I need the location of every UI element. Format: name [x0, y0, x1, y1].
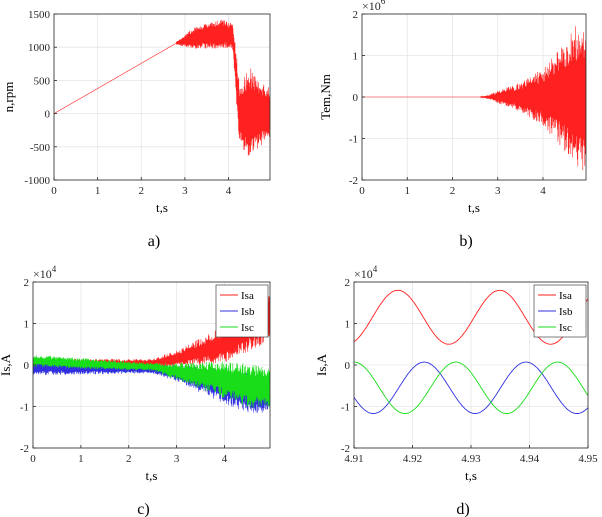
series-isb: [354, 361, 588, 415]
x-tick-label: 4: [540, 185, 546, 197]
panel-c-exponent-base: ×10: [33, 267, 52, 281]
series-isa: [354, 289, 588, 345]
panel-c-x-label: t,s: [146, 468, 158, 483]
x-tick-label: 3: [495, 185, 501, 197]
y-tick-label: 0: [45, 109, 51, 121]
panel-a-x-label: t,s: [156, 200, 168, 215]
panel-d-caption: d): [456, 501, 469, 517]
panel-b-x-ticks: 0 1 2 3 4: [359, 177, 546, 197]
x-tick-label: 2: [139, 185, 145, 197]
panel-c-plot: [33, 293, 270, 413]
y-tick-label: 0: [24, 360, 30, 372]
panel-c-exponent: ×104: [33, 264, 57, 281]
x-tick-label: 0: [30, 453, 36, 465]
y-tick-label: -2: [20, 443, 29, 455]
panel-c-exponent-power: 4: [52, 264, 57, 274]
y-tick-label: -1: [341, 402, 350, 414]
y-tick-label: -1: [349, 134, 358, 146]
panel-c-x-ticks: 0 1 2 3 4: [30, 445, 228, 465]
y-tick-label: -1000: [24, 175, 50, 187]
panel-d-y-ticks: 2 1 0 -1 -2: [341, 277, 357, 455]
panel-c-y-ticks: 2 1 0 -1 -2: [20, 277, 36, 455]
panel-b: 0 1 2 3 4 2 1 0 -1 -2 ×106 t,s Tem,Nm b): [318, 0, 587, 250]
y-tick-label: 1: [345, 319, 351, 331]
y-tick-label: -2: [341, 443, 350, 455]
panel-c-legend: Isa Isb Isc: [215, 284, 269, 338]
x-tick-label: 4: [226, 185, 232, 197]
y-tick-label: 1500: [28, 9, 51, 21]
x-tick-label: 1: [405, 185, 411, 197]
panel-a: 0 1 2 3 4 1500 1000 500 0 -500 -1000 t,s n,rpm a): [1, 9, 271, 250]
series-n: [54, 19, 270, 156]
panel-b-exponent-base: ×10: [362, 0, 381, 13]
panel-d-x-ticks: 4.91 4.92 4.93 4.94 4.95: [344, 445, 598, 465]
panel-a-y-ticks: 1500 1000 500 0 -500 -1000: [24, 9, 57, 187]
y-tick-label: 0: [345, 360, 351, 372]
y-tick-label: 2: [345, 277, 351, 289]
legend-label: Isb: [559, 306, 573, 318]
x-tick-label: 0: [359, 185, 365, 197]
panel-b-plot: [362, 26, 586, 171]
x-tick-label: 4.93: [461, 453, 481, 465]
x-tick-label: 4.91: [344, 453, 363, 465]
panel-d-exponent: ×104: [354, 264, 378, 281]
panel-b-y-ticks: 2 1 0 -1 -2: [349, 9, 365, 187]
panel-d-x-label: t,s: [465, 468, 477, 483]
panel-d-exponent-power: 4: [373, 264, 378, 274]
panel-d: 4.91 4.92 4.93 4.94 4.95 2 1 0 -1 -2 ×104 Isa Isb…: [314, 264, 598, 517]
legend-label: Isa: [241, 290, 254, 302]
y-tick-label: 1: [353, 51, 359, 63]
panel-d-y-label: Is,A: [314, 353, 329, 376]
panel-a-x-ticks: 0 1 2 3 4: [51, 177, 232, 197]
panel-c-caption: c): [137, 501, 149, 517]
x-tick-label: 0: [51, 185, 57, 197]
x-tick-label: 4.94: [520, 453, 540, 465]
y-tick-label: 2: [353, 9, 359, 21]
panel-d-plot: [354, 289, 588, 415]
legend-label: Isc: [559, 322, 572, 334]
x-tick-label: 2: [450, 185, 456, 197]
panel-b-exponent-power: 6: [381, 0, 386, 6]
y-tick-label: 0: [353, 92, 359, 104]
y-tick-label: 1: [24, 319, 30, 331]
legend-label: Isb: [241, 306, 255, 318]
y-tick-label: 2: [24, 277, 30, 289]
panel-d-legend: Isa Isb Isc: [533, 284, 587, 338]
x-tick-label: 4.95: [578, 453, 598, 465]
y-tick-label: -1: [20, 402, 29, 414]
panel-b-x-label: t,s: [468, 200, 480, 215]
x-tick-label: 4.92: [403, 453, 422, 465]
panel-b-y-label: Tem,Nm: [318, 74, 333, 120]
series-tem: [362, 26, 586, 171]
y-tick-label: -2: [349, 175, 358, 187]
y-tick-label: 1000: [28, 42, 51, 54]
panel-a-plot: [54, 19, 270, 156]
panel-b-caption: b): [459, 233, 472, 250]
panel-a-axes-frame: [53, 13, 271, 181]
x-tick-label: 1: [78, 453, 84, 465]
panel-d-exponent-base: ×10: [354, 267, 373, 281]
panel-b-exponent: ×106: [362, 0, 386, 13]
panel-c-y-label: Is,A: [0, 353, 13, 376]
x-tick-label: 2: [126, 453, 132, 465]
y-tick-label: 500: [34, 75, 51, 87]
series-isc: [354, 361, 588, 415]
series-isc: [33, 355, 270, 409]
legend-label: Isa: [559, 290, 572, 302]
panel-a-y-label: n,rpm: [1, 82, 16, 113]
y-tick-label: -500: [30, 142, 51, 154]
x-tick-label: 3: [182, 185, 188, 197]
legend-label: Isc: [241, 322, 254, 334]
panel-a-caption: a): [148, 233, 160, 250]
x-tick-label: 1: [95, 185, 101, 197]
x-tick-label: 4: [222, 453, 228, 465]
x-tick-label: 3: [174, 453, 180, 465]
